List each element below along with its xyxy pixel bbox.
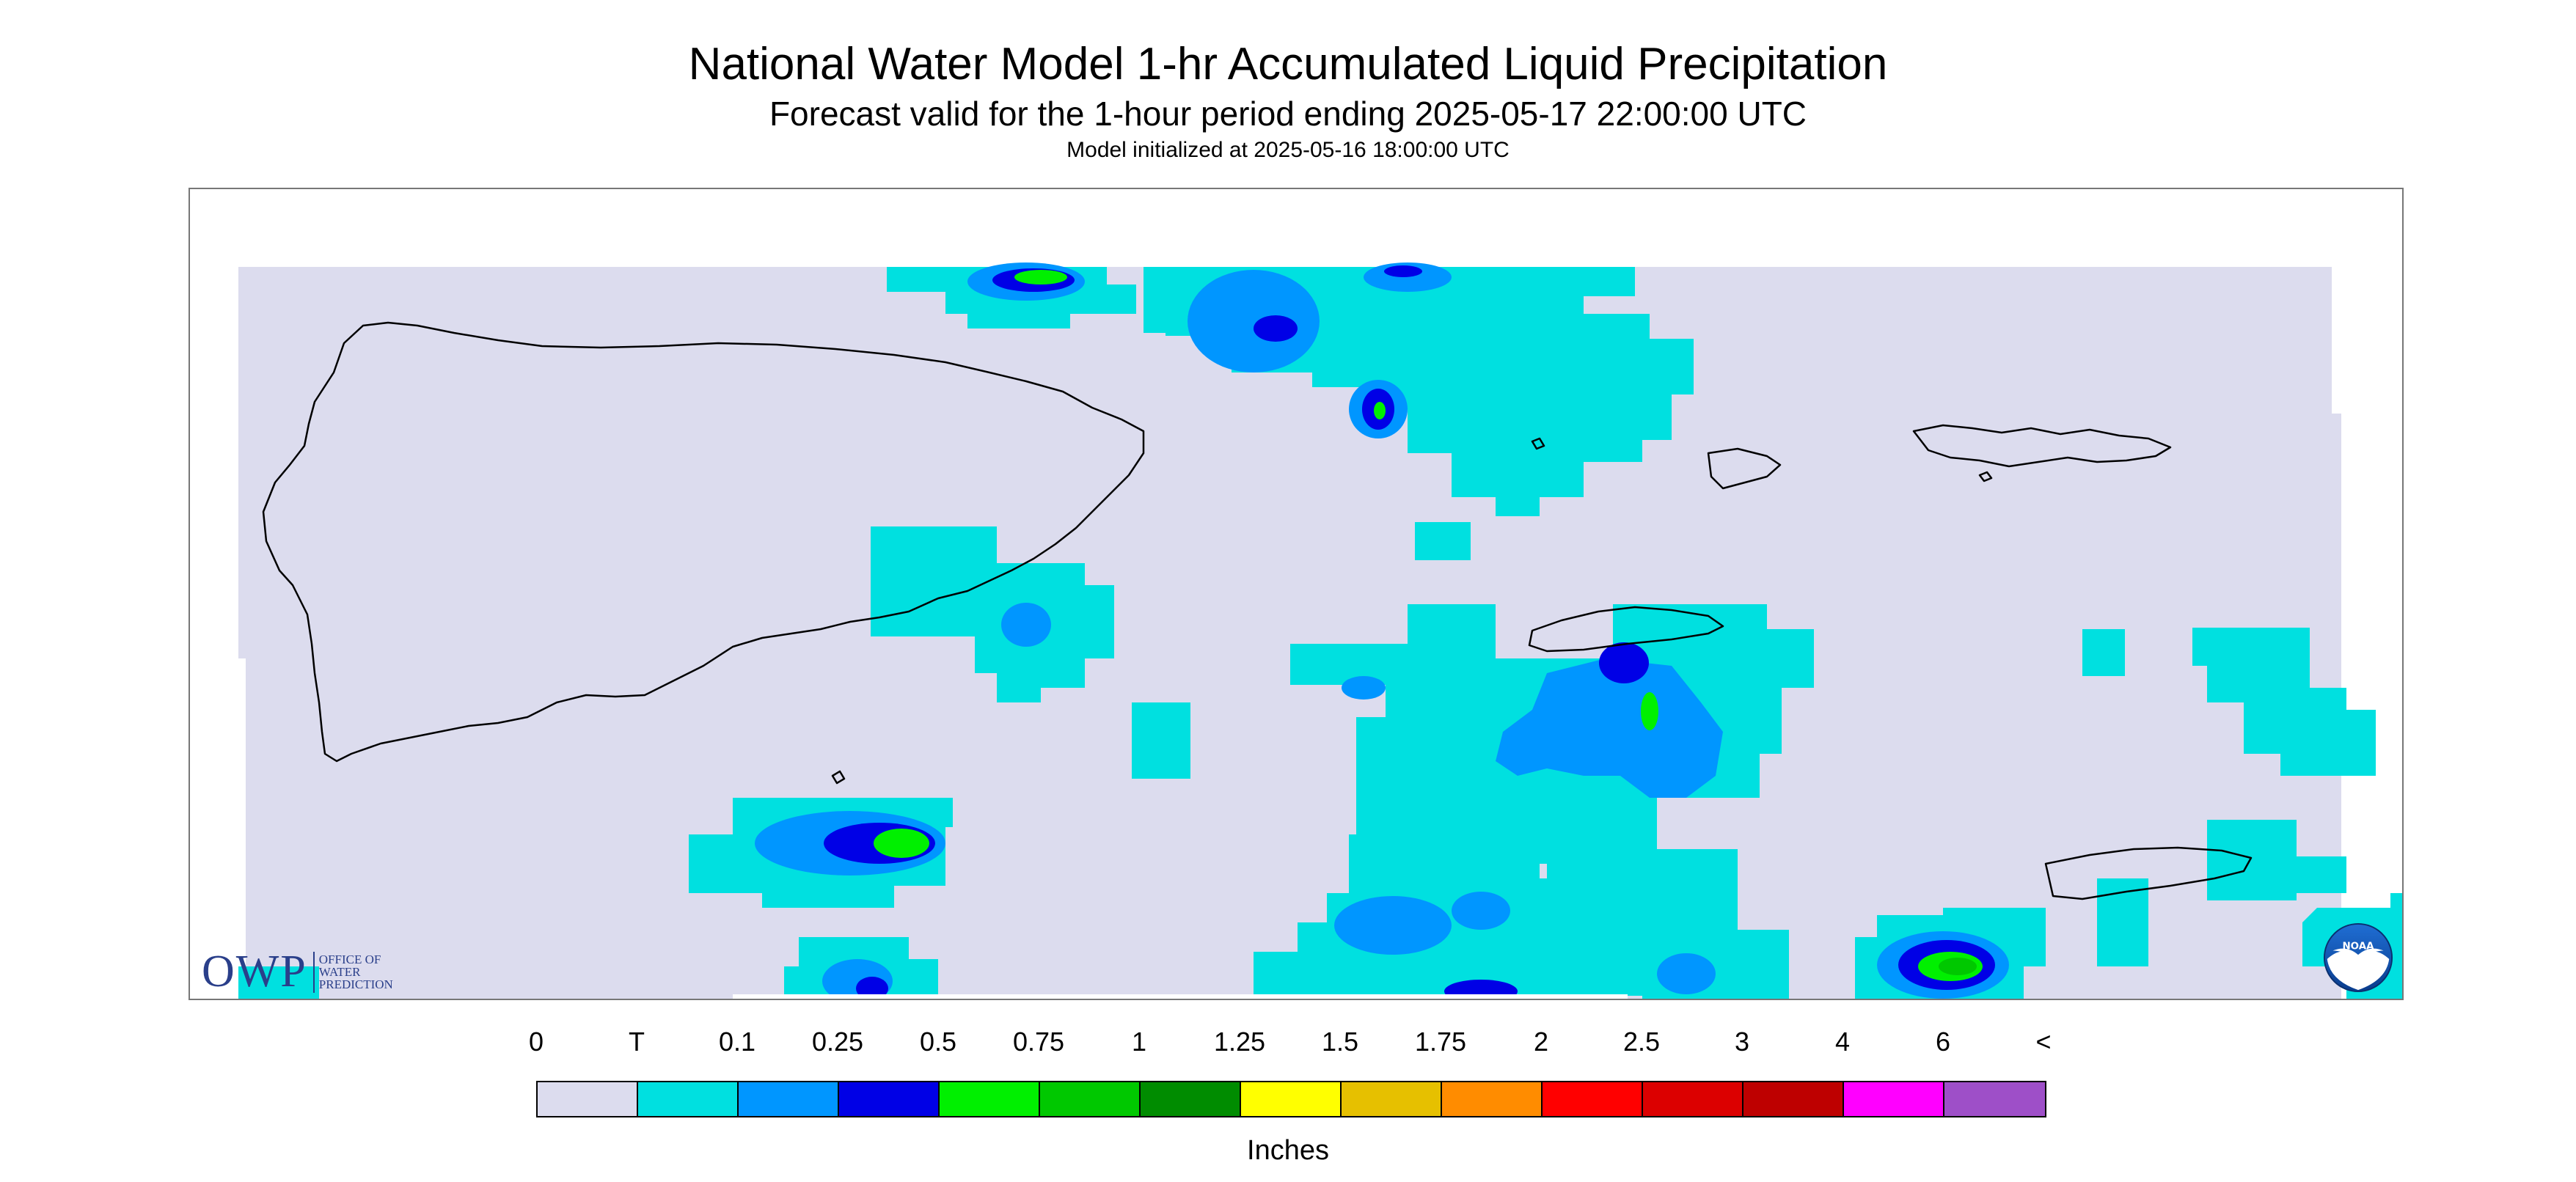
legend-label: 1.5 — [1321, 1027, 1359, 1057]
precipitation-map — [238, 263, 2402, 999]
precip-area — [1001, 603, 1051, 647]
map-frame: OWP OFFICE OF WATER PREDICTION NOAA — [189, 188, 2404, 1000]
precip-area — [1188, 270, 1320, 372]
legend-label: 0.1 — [718, 1027, 756, 1057]
gap-strip — [733, 994, 1628, 999]
owp-letters: OWP — [202, 947, 307, 996]
owp-name: OFFICE OF WATER PREDICTION — [319, 953, 393, 991]
legend-swatch — [638, 1082, 739, 1116]
precip-area — [1384, 265, 1422, 277]
precip-area — [1342, 676, 1386, 700]
vieques-coastline — [1528, 606, 1724, 653]
islet-coastline — [831, 770, 846, 785]
precip-area — [1374, 402, 1386, 419]
owp-name-line: WATER — [318, 965, 361, 979]
legend-label: < — [2035, 1027, 2052, 1057]
precip-area — [1254, 315, 1298, 342]
domain-notch — [238, 658, 246, 999]
st-croix-coastline — [2044, 846, 2253, 900]
owp-divider — [312, 951, 315, 993]
legend-swatch — [839, 1082, 940, 1116]
precip-area — [1334, 896, 1452, 955]
legend-swatch — [1040, 1082, 1141, 1116]
culebra-coastline — [1707, 447, 1782, 490]
precip-area — [1939, 958, 1977, 975]
precip-area — [1496, 658, 1723, 798]
legend-label: 6 — [1935, 1027, 1951, 1057]
precip-area — [2207, 820, 2297, 900]
legend-swatch — [538, 1082, 638, 1116]
precip-area — [1014, 270, 1067, 285]
legend-swatch — [1743, 1082, 1844, 1116]
precip-area — [1132, 702, 1190, 779]
precip-area — [1599, 642, 1649, 683]
legend-label: 4 — [1834, 1027, 1851, 1057]
precip-area — [1144, 267, 1173, 333]
precip-area — [2297, 856, 2346, 893]
legend-swatch — [1442, 1082, 1543, 1116]
model-init-line: Model initialized at 2025-05-16 18:00:00… — [1066, 138, 1510, 162]
legend-label: 3 — [1734, 1027, 1750, 1057]
legend-label: 0.5 — [919, 1027, 957, 1057]
precip-area — [1657, 953, 1716, 994]
owp-logo: OWP OFFICE OF WATER PREDICTION — [202, 946, 393, 998]
legend-label: 1.75 — [1414, 1027, 1467, 1057]
precip-area — [1415, 522, 1471, 560]
legend-units: Inches — [1247, 1135, 1329, 1166]
legend-swatch — [1643, 1082, 1743, 1116]
precip-area — [874, 829, 929, 858]
precip-area — [2192, 628, 2376, 776]
precip-area — [238, 966, 319, 999]
precip-area — [1444, 980, 1518, 999]
islet-coastline — [1978, 471, 1993, 482]
puerto-rico-coastline — [262, 321, 1145, 763]
precipitation-layer — [238, 263, 2402, 999]
virgin-islands-coastline — [1912, 424, 2172, 468]
legend-label: 0.25 — [811, 1027, 864, 1057]
legend-swatch — [1241, 1082, 1342, 1116]
owp-name-line: PREDICTION — [318, 977, 393, 991]
legend-swatch — [739, 1082, 839, 1116]
coastlines — [262, 321, 2253, 900]
map-title: National Water Model 1-hr Accumulated Li… — [688, 39, 1888, 89]
legend-label: 2 — [1533, 1027, 1549, 1057]
noaa-wordmark: NOAA — [2342, 941, 2374, 952]
legend-swatch — [1141, 1082, 1241, 1116]
legend-swatch — [1844, 1082, 1944, 1116]
domain-notch — [2332, 267, 2341, 414]
precip-area — [900, 560, 935, 592]
legend-label: 1 — [1131, 1027, 1147, 1057]
legend-swatch — [1342, 1082, 1442, 1116]
legend-swatch — [940, 1082, 1040, 1116]
precip-area — [856, 977, 888, 999]
model-domain — [238, 267, 2341, 999]
owp-name-line: OFFICE OF — [318, 952, 381, 966]
legend-labels: 0 T 0.1 0.25 0.5 0.75 1 1.25 1.5 1.75 2 2.5 3 4 6 < — [0, 1027, 2576, 1063]
precip-area — [2082, 629, 2125, 676]
islet-coastline — [1531, 437, 1545, 450]
legend-swatch — [1543, 1082, 1643, 1116]
precip-area — [1452, 892, 1510, 930]
precip-area — [1641, 692, 1658, 730]
legend-label: 1.25 — [1213, 1027, 1266, 1057]
legend-label: 0 — [528, 1027, 544, 1057]
legend-label: 0.75 — [1012, 1027, 1065, 1057]
legend-swatch — [1944, 1082, 2045, 1116]
legend-colorbar — [536, 1081, 2046, 1117]
noaa-seagull-icon: NOAA — [2323, 922, 2393, 993]
legend-label: 2.5 — [1622, 1027, 1661, 1057]
map-subtitle: Forecast valid for the 1-hour period end… — [769, 95, 1807, 133]
legend-label: T — [629, 1027, 645, 1057]
